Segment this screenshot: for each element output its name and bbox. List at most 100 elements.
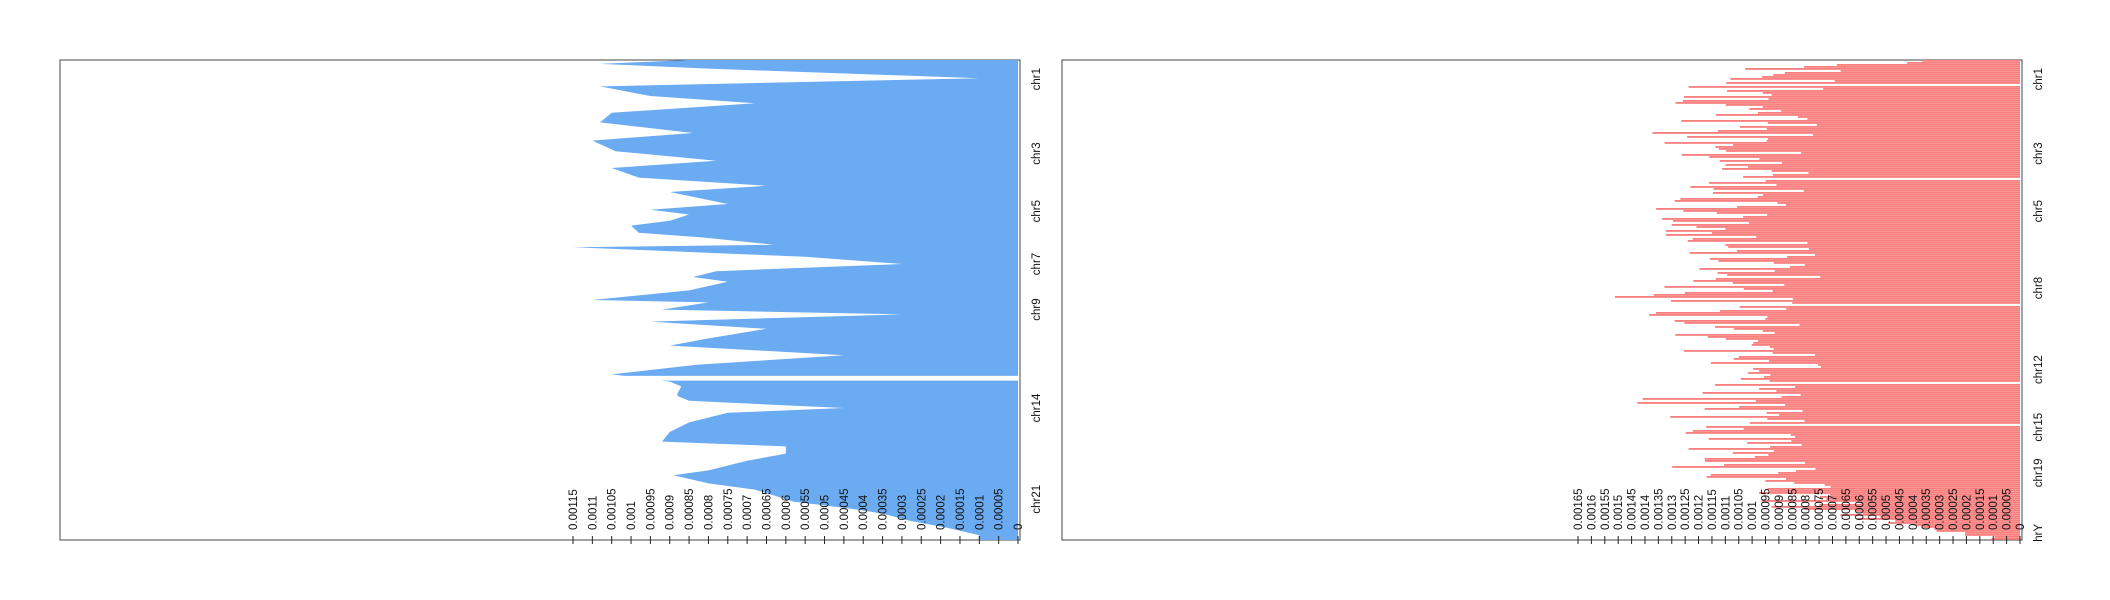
bar (1888, 522, 2020, 524)
gap-band-0 (61, 375, 1019, 381)
bar (1907, 62, 2020, 64)
bar (1743, 428, 2020, 430)
bar (1681, 120, 2020, 122)
bar (1769, 380, 2020, 382)
y-tick-label: chr3 (2033, 142, 2045, 164)
x-tick-label: 0.00025 (916, 488, 928, 530)
x-tick-label: 0.0012 (1694, 495, 1706, 530)
bar (1803, 190, 2020, 192)
bar (1725, 338, 2020, 340)
bar (1699, 268, 2020, 270)
bar (1762, 106, 2020, 108)
bar (1804, 264, 2020, 266)
bar (1753, 368, 2020, 370)
bar (1860, 502, 2020, 504)
bar (1757, 112, 2020, 114)
bar (1672, 466, 2020, 468)
x-tick-label: 0.00035 (878, 488, 890, 530)
x-tick-label: 0.0009 (665, 495, 677, 530)
bar (1787, 256, 2020, 258)
bar (1815, 468, 2020, 470)
x-tick-label: 0.00125 (1680, 488, 1692, 530)
bar (1683, 350, 2020, 352)
bar (1773, 348, 2020, 350)
bar (1801, 152, 2020, 154)
y-axis-labels: chr1 chr3 chr5 chr7 chr9 chr14 chr21 (1031, 68, 1043, 514)
bar (1722, 168, 2020, 170)
bar (1637, 402, 2020, 404)
bar (1680, 198, 2020, 200)
y-tick-label: chr1 (2033, 68, 2045, 90)
bar (1965, 532, 2020, 534)
x-tick-label: 0.0015 (1613, 495, 1625, 530)
bar (1830, 486, 2020, 488)
bar (1776, 390, 2020, 392)
bar (1688, 448, 2020, 450)
bar (1707, 336, 2020, 338)
bar (1656, 208, 2020, 210)
x-axis-ticks: 0.00165 0.0016 0.00155 0.0015 0.00145 0.0014 0… (1573, 488, 2027, 544)
bar (1714, 326, 2020, 328)
bar (1785, 478, 2020, 480)
x-tick-label: 0.001 (626, 501, 638, 530)
bar (1799, 324, 2020, 326)
bar (1717, 130, 2020, 132)
bar (1765, 480, 2020, 482)
y-tick-label: chr5 (2033, 200, 2045, 222)
y-tick-label: chr19 (2033, 458, 2045, 487)
bar (1766, 140, 2020, 142)
y-tick-label: chr7 (1031, 253, 1043, 275)
bar (1727, 90, 2020, 92)
bar (1684, 96, 2020, 98)
x-tick-label: 0.0011 (587, 496, 599, 530)
y-tick-label: chr21 (1031, 485, 1043, 514)
y-tick-label: chr1 (1031, 68, 1043, 90)
bar (1656, 312, 2020, 314)
bar (1709, 258, 2020, 260)
bar (1991, 538, 2020, 540)
bar (1712, 192, 2020, 194)
bar (1855, 510, 2020, 512)
y-axis-labels: chr1 chr3 chr5 chr8 chr12 chr15 chr19 hrY (2033, 68, 2045, 542)
bar (1751, 344, 2020, 346)
bar (1713, 188, 2020, 190)
bar (1836, 64, 2020, 66)
bar (1840, 514, 2020, 516)
x-tick-label: 0.0005 (820, 495, 832, 530)
bar (1724, 464, 2020, 466)
bar (1808, 248, 2020, 250)
bar (1762, 194, 2020, 196)
bar (1725, 164, 2020, 166)
bar (1671, 224, 2020, 226)
bar (1768, 122, 2020, 124)
bar (1684, 322, 2020, 324)
bar (1757, 196, 2020, 198)
x-tick-label: 0.0013 (1667, 495, 1679, 530)
bar (1791, 440, 2020, 442)
x-tick-label: 0.00065 (1841, 488, 1853, 530)
bar (1665, 234, 2020, 236)
bar (1748, 372, 2020, 374)
bar (1805, 462, 2020, 464)
bar (1820, 366, 2020, 368)
bar (1709, 182, 2020, 184)
bar (1732, 452, 2020, 454)
bar (1922, 60, 2020, 62)
bar (1755, 400, 2020, 402)
bar (1692, 238, 2020, 240)
bar (1738, 356, 2020, 358)
x-tick-label: 0.0008 (1801, 495, 1813, 530)
bar (1674, 200, 2020, 202)
bar (1739, 126, 2020, 128)
bar (1895, 520, 2020, 522)
x-tick-label: 0.00155 (1600, 488, 1612, 530)
x-tick-label: 0.0001 (974, 495, 986, 530)
x-tick-label: 0.0002 (936, 495, 948, 530)
bar (1748, 166, 2020, 168)
bar (1704, 408, 2020, 410)
x-tick-label: 0.00165 (1573, 488, 1585, 530)
bar (1823, 88, 2020, 90)
bar (1681, 154, 2020, 156)
bar (1819, 496, 2020, 498)
